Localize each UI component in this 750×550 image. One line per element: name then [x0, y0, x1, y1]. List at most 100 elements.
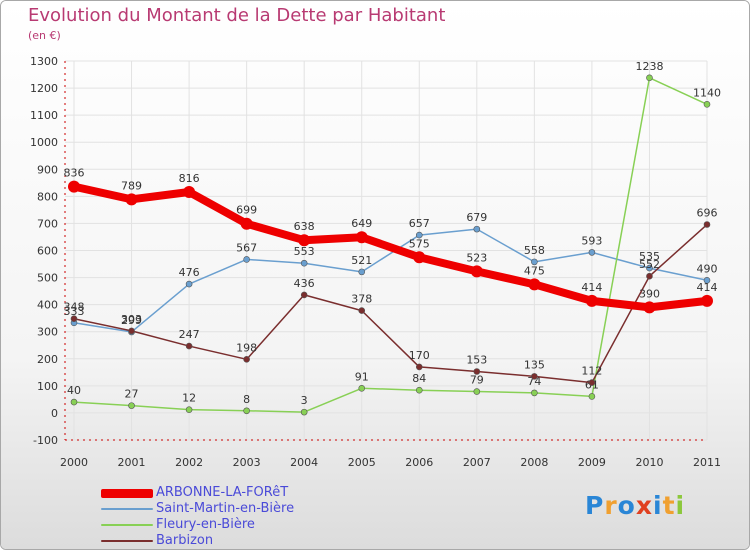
- data-point: [531, 389, 538, 397]
- series-3: 348 303 247 198 436 378 170 153 135 112 552 696: [64, 207, 718, 386]
- data-label: 1140: [693, 86, 721, 99]
- y-tick-label: 1000: [30, 136, 58, 149]
- data-point: [240, 217, 253, 230]
- legend-swatch: [101, 540, 153, 542]
- y-tick-label: 1300: [30, 55, 58, 68]
- data-label: 552: [639, 258, 660, 271]
- data-point: [585, 294, 598, 307]
- data-label: 198: [236, 341, 257, 354]
- data-label: 558: [524, 244, 545, 257]
- data-label: 170: [409, 349, 430, 362]
- data-label: 836: [64, 167, 85, 180]
- data-label: 679: [466, 211, 487, 224]
- data-label: 135: [524, 358, 545, 371]
- series-line: [70, 182, 711, 312]
- y-tick-label: -100: [33, 434, 58, 447]
- data-label: 593: [581, 234, 602, 247]
- data-label: 638: [294, 220, 315, 233]
- data-label: 112: [581, 365, 602, 378]
- data-point: [355, 231, 368, 244]
- y-tick-label: 1100: [30, 109, 58, 122]
- data-point: [528, 278, 541, 291]
- data-point: [185, 406, 193, 413]
- data-label: 696: [697, 207, 718, 220]
- data-label: 553: [294, 245, 315, 258]
- data-label: 79: [470, 374, 484, 387]
- x-tick-label: 2001: [118, 456, 146, 469]
- proxiti-logo: Proxiti: [585, 491, 685, 520]
- y-tick-label: 1200: [30, 82, 58, 95]
- data-point: [531, 258, 538, 266]
- data-point: [70, 398, 78, 406]
- series-2: 40271283918479746112381140: [67, 60, 721, 416]
- legend-label: Saint-Martin-en-Bière: [156, 501, 295, 516]
- data-label: 303: [121, 313, 142, 326]
- data-point: [473, 388, 481, 395]
- data-label: 84: [412, 372, 426, 385]
- data-point: [300, 408, 308, 416]
- data-point: [300, 259, 308, 267]
- series-0: 836 789 816 699 638 649 575 523 475 414 390 414: [64, 167, 718, 314]
- logo-letter: i: [675, 491, 686, 520]
- x-tick-label: 2002: [175, 456, 203, 469]
- y-tick-label: 700: [37, 217, 58, 230]
- data-label: 247: [179, 328, 200, 341]
- data-point: [473, 225, 481, 233]
- data-point: [128, 402, 135, 409]
- series-line: [73, 228, 708, 333]
- logo-letter: i: [653, 491, 663, 520]
- data-label: 567: [236, 241, 257, 254]
- data-point: [415, 386, 423, 394]
- logo-letter: r: [604, 491, 618, 520]
- y-tick-label: 200: [37, 353, 58, 366]
- data-point: [643, 301, 656, 314]
- data-point: [70, 315, 78, 323]
- x-tick-label: 2006: [405, 456, 433, 469]
- data-point: [298, 234, 311, 247]
- data-label: 333: [64, 305, 85, 318]
- data-label: 414: [581, 281, 602, 294]
- x-tick-label: 2011: [693, 456, 721, 469]
- y-tick-label: 400: [37, 299, 58, 312]
- y-tick-label: 800: [37, 190, 58, 203]
- chart-unit-label: (en €): [28, 29, 61, 42]
- x-tick-label: 2003: [233, 456, 261, 469]
- y-tick-label: 300: [37, 326, 58, 339]
- data-label: 789: [121, 179, 142, 192]
- data-point: [646, 272, 653, 280]
- x-tick-label: 2000: [60, 456, 88, 469]
- y-tick-label: 900: [37, 163, 58, 176]
- data-label: 649: [351, 217, 372, 230]
- data-label: 74: [527, 375, 541, 388]
- logo-letter: o: [617, 491, 636, 520]
- legend-swatch: [101, 524, 153, 526]
- data-label: 535: [639, 250, 660, 263]
- data-point: [473, 368, 481, 375]
- data-point: [243, 407, 250, 415]
- data-point: [703, 101, 711, 108]
- data-point: [358, 307, 366, 314]
- data-label: 575: [409, 237, 430, 250]
- legend-label: Fleury-en-Bière: [156, 517, 255, 532]
- data-label: 523: [466, 251, 487, 264]
- data-point: [243, 256, 250, 263]
- data-label: 1238: [635, 60, 663, 73]
- data-label: 476: [179, 266, 200, 279]
- data-point: [125, 193, 138, 206]
- x-tick-label: 2010: [635, 456, 663, 469]
- x-tick-label: 2005: [348, 456, 376, 469]
- data-point: [470, 265, 483, 278]
- legend-swatch: [101, 488, 153, 498]
- data-label: 699: [236, 204, 257, 217]
- y-tick-label: 600: [37, 245, 58, 258]
- data-label: 657: [409, 217, 430, 230]
- data-point: [243, 356, 250, 363]
- data-label: 299: [121, 314, 142, 327]
- data-point: [413, 251, 426, 264]
- data-point: [703, 221, 711, 228]
- data-label: 521: [351, 254, 372, 267]
- data-label: 27: [125, 388, 139, 401]
- data-label: 8: [243, 393, 250, 406]
- data-point: [415, 363, 423, 371]
